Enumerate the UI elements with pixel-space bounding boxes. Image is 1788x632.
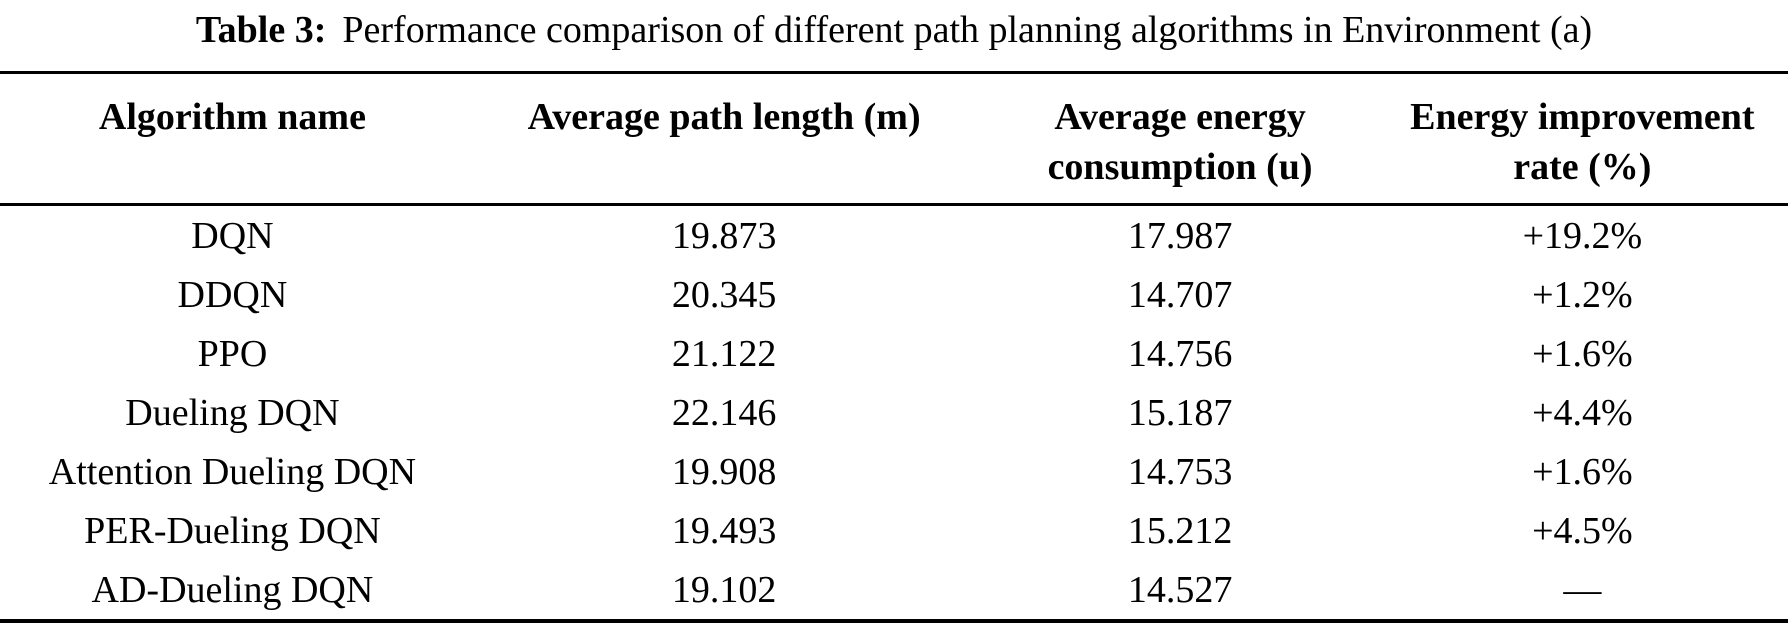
cell-algorithm: AD-Dueling DQN xyxy=(91,568,374,611)
cell-energy: 14.527 xyxy=(1127,568,1233,611)
table-row: DDQN 20.345 14.707 +1.2% xyxy=(0,265,1788,324)
cell-improvement: +4.4% xyxy=(1532,391,1633,434)
table-row: PER-Dueling DQN 19.493 15.212 +4.5% xyxy=(0,501,1788,560)
cell-energy: 14.707 xyxy=(1127,273,1233,316)
table-row: PPO 21.122 14.756 +1.6% xyxy=(0,324,1788,383)
cell-improvement: +1.6% xyxy=(1532,332,1633,375)
cell-energy: 17.987 xyxy=(1127,214,1233,257)
cell-path-length: 19.493 xyxy=(671,509,777,552)
cell-energy: 15.212 xyxy=(1127,509,1233,552)
table-caption: Table 3: Performance comparison of differ… xyxy=(0,0,1788,71)
cell-energy: 14.756 xyxy=(1127,332,1233,375)
cell-path-length: 19.102 xyxy=(671,568,777,611)
cell-algorithm: Dueling DQN xyxy=(125,391,340,434)
cell-path-length: 22.146 xyxy=(671,391,777,434)
cell-improvement: +1.2% xyxy=(1532,273,1633,316)
header-energy-improvement-rate: Energy improvement rate (%) xyxy=(1410,96,1755,189)
table-caption-text: Performance comparison of different path… xyxy=(342,9,1593,51)
cell-path-length: 21.122 xyxy=(671,332,777,375)
header-row: Algorithm name Average path length (m) A… xyxy=(0,73,1788,205)
header-avg-energy-consumption: Average energy consumption (u) xyxy=(1047,96,1313,189)
cell-energy: 14.753 xyxy=(1127,450,1233,493)
cell-algorithm: Attention Dueling DQN xyxy=(48,450,417,493)
cell-path-length: 19.908 xyxy=(671,450,777,493)
performance-table: Algorithm name Average path length (m) A… xyxy=(0,71,1788,623)
cell-improvement: +1.6% xyxy=(1532,450,1633,493)
cell-algorithm: PPO xyxy=(197,332,268,375)
cell-improvement: — xyxy=(1563,568,1602,611)
header-algorithm-name: Algorithm name xyxy=(98,96,366,138)
cell-algorithm: DQN xyxy=(191,214,274,257)
table-body: DQN 19.873 17.987 +19.2% DDQN 20.345 14.… xyxy=(0,205,1788,622)
cell-improvement: +4.5% xyxy=(1532,509,1633,552)
cell-energy: 15.187 xyxy=(1127,391,1233,434)
cell-path-length: 19.873 xyxy=(671,214,777,257)
table-row: Attention Dueling DQN 19.908 14.753 +1.6… xyxy=(0,442,1788,501)
table-row: DQN 19.873 17.987 +19.2% xyxy=(0,205,1788,266)
table-row: Dueling DQN 22.146 15.187 +4.4% xyxy=(0,383,1788,442)
cell-algorithm: DDQN xyxy=(177,273,288,316)
table-row: AD-Dueling DQN 19.102 14.527 — xyxy=(0,560,1788,621)
cell-path-length: 20.345 xyxy=(671,273,777,316)
table-caption-label: Table 3: xyxy=(195,9,327,51)
table-header: Algorithm name Average path length (m) A… xyxy=(0,73,1788,205)
cell-algorithm: PER-Dueling DQN xyxy=(84,509,381,552)
cell-improvement: +19.2% xyxy=(1522,214,1643,257)
header-avg-path-length: Average path length (m) xyxy=(527,96,921,138)
